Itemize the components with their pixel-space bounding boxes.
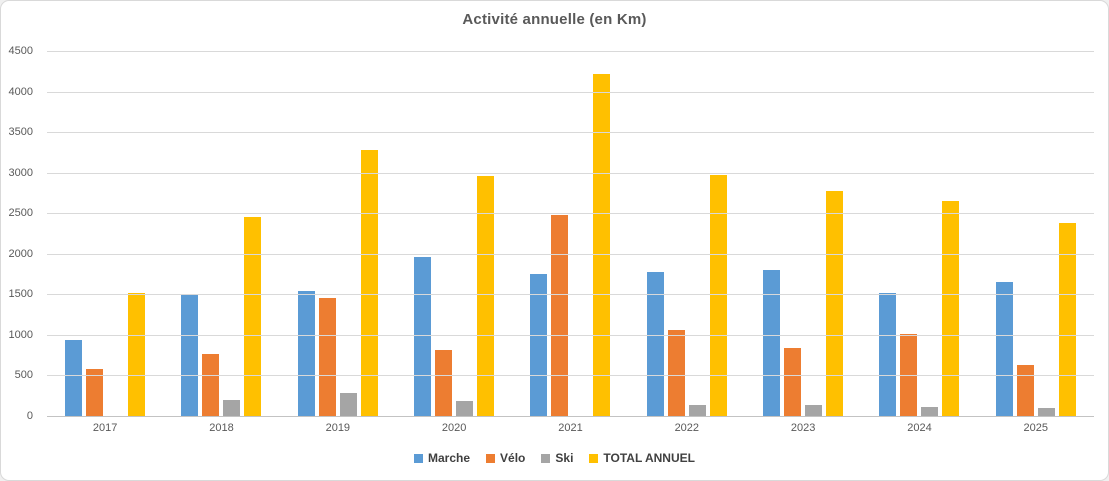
plot-area (47, 51, 1094, 417)
gridline-1000 (47, 334, 1094, 336)
bar-total-annuel-2020[interactable] (477, 175, 495, 416)
bar-total-annuel-2024[interactable] (942, 201, 960, 416)
y-tick-label-500: 500 (14, 369, 33, 382)
bar-velo-2023[interactable] (784, 347, 802, 416)
gridline-3500 (47, 132, 1094, 134)
bar-total-annuel-2017[interactable] (128, 293, 146, 416)
y-tick-label-2000: 2000 (8, 247, 33, 260)
bar-total-annuel-2018[interactable] (244, 216, 262, 416)
gridline-4500 (47, 51, 1094, 52)
legend: Marche Vélo Ski TOTAL ANNUEL (1, 451, 1108, 465)
x-tick-label-2020: 2020 (441, 422, 467, 434)
x-axis-line (47, 416, 1094, 417)
bar-ski-2024[interactable] (921, 406, 939, 416)
gridline-2500 (47, 213, 1094, 215)
legend-item-total-annuel[interactable]: TOTAL ANNUEL (589, 451, 695, 465)
bar-marche-2025[interactable] (995, 281, 1013, 416)
bar-velo-2025[interactable] (1016, 364, 1034, 416)
y-tick-label-3000: 3000 (8, 166, 33, 179)
bar-total-annuel-2021[interactable] (593, 73, 611, 416)
bar-velo-2017[interactable] (86, 369, 104, 416)
bar-ski-2023[interactable] (805, 405, 823, 416)
y-tick-label-4500: 4500 (8, 45, 33, 57)
bar-velo-2021[interactable] (551, 215, 569, 416)
legend-label-ski: Ski (555, 451, 574, 465)
bar-marche-2018[interactable] (181, 294, 199, 416)
y-tick-label-4000: 4000 (8, 85, 33, 98)
legend-label-velo: Vélo (500, 451, 526, 465)
bar-group-2021 (512, 51, 628, 416)
gridline-500 (47, 375, 1094, 377)
legend-item-ski[interactable]: Ski (541, 451, 573, 465)
bar-ski-2019[interactable] (339, 393, 357, 416)
bar-group-2017 (47, 51, 163, 416)
bar-velo-2022[interactable] (667, 329, 685, 416)
bar-total-annuel-2025[interactable] (1058, 222, 1076, 416)
bar-ski-2018[interactable] (223, 400, 241, 416)
bar-ski-2022[interactable] (688, 405, 706, 416)
bar-group-2025 (978, 51, 1094, 416)
x-axis: 2017 2018 2019 2020 2021 2022 2023 2024 2025 (47, 422, 1094, 434)
gridline-3000 (47, 172, 1094, 174)
y-tick-label-1500: 1500 (8, 288, 33, 301)
bar-velo-2018[interactable] (202, 353, 220, 416)
legend-label-total-annuel: TOTAL ANNUEL (603, 451, 695, 465)
bar-marche-2022[interactable] (646, 272, 664, 416)
legend-swatch-ski-icon (541, 453, 551, 463)
bar-group-2023 (745, 51, 861, 416)
bar-velo-2020[interactable] (435, 349, 453, 416)
bar-total-annuel-2023[interactable] (826, 190, 844, 416)
bar-total-annuel-2022[interactable] (709, 175, 727, 416)
y-axis: 0 500 1000 1500 2000 2500 3000 3500 4000 4500 (1, 45, 40, 422)
x-tick-label-2022: 2022 (674, 422, 700, 434)
x-tick-label-2017: 2017 (92, 422, 118, 434)
x-tick-label-2018: 2018 (209, 422, 234, 434)
legend-label-marche: Marche (428, 451, 471, 465)
x-tick-label-2019: 2019 (325, 422, 351, 434)
bar-marche-2020[interactable] (414, 256, 432, 416)
bar-ski-2025[interactable] (1037, 408, 1055, 416)
legend-swatch-velo-icon (486, 453, 496, 463)
bar-group-2024 (861, 51, 977, 416)
legend-swatch-marche-icon (414, 453, 424, 463)
y-tick-label-1000: 1000 (8, 328, 33, 341)
bar-group-2022 (629, 51, 745, 416)
bar-marche-2024[interactable] (879, 292, 897, 416)
y-tick-label-3500: 3500 (8, 126, 33, 139)
bar-ski-2020[interactable] (456, 401, 474, 416)
legend-swatch-total-annuel-icon (589, 453, 599, 463)
gridline-2000 (47, 253, 1094, 255)
x-tick-label-2025: 2025 (1023, 422, 1049, 434)
bar-marche-2023[interactable] (763, 269, 781, 416)
legend-item-marche[interactable]: Marche (414, 451, 470, 465)
gridline-1500 (47, 294, 1094, 296)
x-tick-label-2023: 2023 (790, 422, 816, 434)
x-tick-label-2024: 2024 (907, 422, 932, 434)
bar-marche-2019[interactable] (297, 291, 315, 416)
chart-title: Activité annuelle (en Km) (462, 11, 647, 28)
bar-group-2020 (396, 51, 512, 416)
y-tick-label-0: 0 (26, 410, 33, 422)
bar-group-2019 (280, 51, 396, 416)
bar-velo-2019[interactable] (318, 297, 336, 416)
x-tick-label-2021: 2021 (558, 422, 583, 434)
y-tick-label-2500: 2500 (8, 207, 33, 220)
gridline-4000 (47, 91, 1094, 93)
bar-marche-2021[interactable] (530, 274, 548, 416)
bar-groups (47, 51, 1094, 416)
bar-velo-2024[interactable] (900, 334, 918, 416)
bar-group-2018 (163, 51, 279, 416)
bar-marche-2017[interactable] (65, 339, 83, 416)
bar-total-annuel-2019[interactable] (360, 149, 378, 416)
legend-item-velo[interactable]: Vélo (486, 451, 525, 465)
